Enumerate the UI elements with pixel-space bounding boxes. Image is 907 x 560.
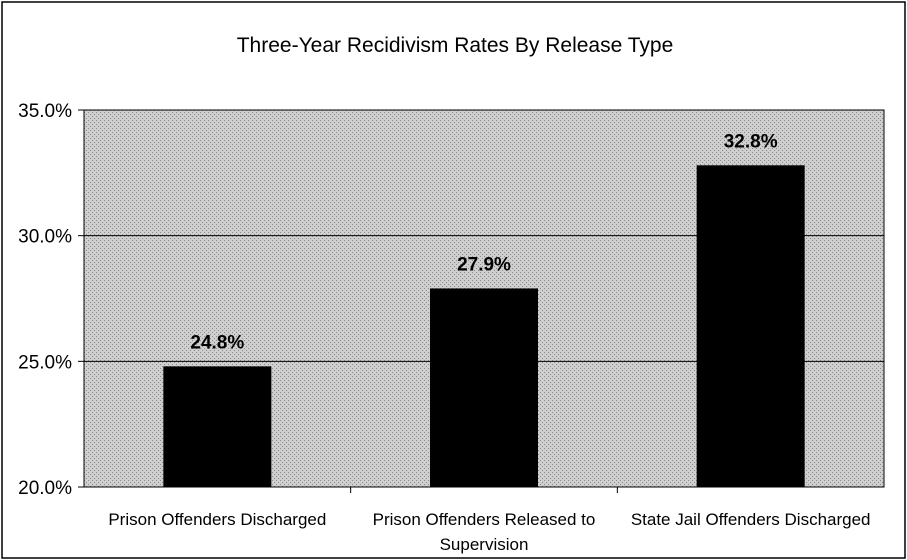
y-tick-label: 20.0% <box>18 478 72 499</box>
x-category-label: Supervision <box>440 535 529 554</box>
y-axis-ticks: 20.0% 25.0% 30.0% 35.0% <box>18 101 84 499</box>
y-tick-label: 35.0% <box>18 101 72 122</box>
x-category-label: Prison Offenders Discharged <box>108 510 326 529</box>
bar-value-label: 24.8% <box>190 332 244 353</box>
chart-title: Three-Year Recidivism Rates By Release T… <box>237 34 674 57</box>
bar <box>696 165 805 487</box>
y-tick-label: 30.0% <box>18 227 72 248</box>
x-axis-categories: Prison Offenders Discharged Prison Offend… <box>108 487 871 554</box>
data-labels: 24.8% 27.9% 32.8% <box>190 131 777 353</box>
bar-value-label: 32.8% <box>724 131 778 152</box>
bar-value-label: 27.9% <box>457 254 511 275</box>
y-tick-label: 25.0% <box>18 352 72 373</box>
x-category-label: State Jail Offenders Discharged <box>631 510 871 529</box>
x-category-label: Prison Offenders Released to <box>373 510 596 529</box>
bar <box>430 288 538 487</box>
bar <box>163 366 272 487</box>
bars <box>163 165 805 487</box>
